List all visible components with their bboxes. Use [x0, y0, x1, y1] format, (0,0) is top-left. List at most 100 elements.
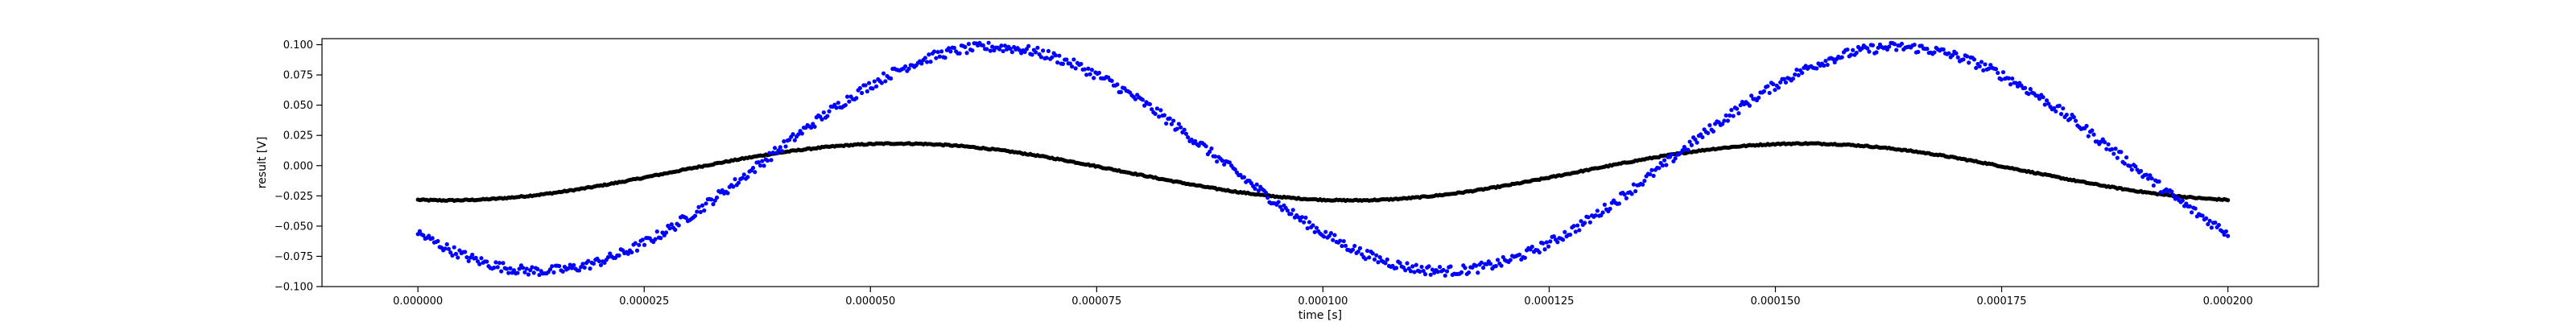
x-tick-label: 0.000100 — [1298, 295, 1348, 308]
data-point — [2086, 134, 2091, 138]
data-point — [1700, 134, 1705, 140]
data-point — [2102, 140, 2107, 145]
data-point — [515, 270, 520, 275]
data-point — [1749, 93, 1754, 98]
data-point — [1254, 182, 1259, 187]
data-point — [1981, 68, 1986, 72]
data-point — [1057, 53, 1062, 58]
data-point — [1476, 270, 1480, 275]
data-point — [736, 180, 741, 185]
data-point — [2169, 189, 2174, 194]
data-point — [1689, 142, 1694, 147]
data-point — [928, 60, 933, 64]
data-point — [1722, 118, 1727, 123]
data-point — [1403, 268, 1408, 273]
data-point — [700, 203, 705, 208]
data-point — [1256, 188, 1261, 193]
data-point — [1053, 53, 1058, 58]
data-point — [1189, 137, 1194, 142]
data-point — [1495, 258, 1501, 262]
data-point — [1253, 186, 1257, 191]
data-point — [676, 223, 681, 228]
x-tick-label: 0.000000 — [393, 295, 443, 308]
data-point — [819, 117, 824, 122]
data-point — [1651, 173, 1656, 178]
data-point — [762, 163, 766, 168]
data-point — [952, 45, 956, 51]
data-point — [526, 272, 531, 277]
y-tick-label: 0.000 — [283, 160, 313, 172]
data-point — [2073, 118, 2079, 123]
data-point — [2022, 85, 2028, 90]
data-point — [2193, 206, 2198, 211]
data-point — [673, 227, 678, 233]
data-point — [1731, 114, 1736, 118]
data-point — [446, 246, 452, 251]
data-point — [633, 241, 638, 246]
data-point — [714, 195, 720, 200]
data-point — [1657, 166, 1662, 171]
x-tick-label: 0.000050 — [845, 295, 895, 308]
data-point — [1587, 220, 1592, 225]
data-point — [1693, 137, 1698, 142]
data-point — [1771, 81, 1776, 87]
data-point — [772, 146, 778, 151]
data-point — [1541, 241, 1546, 246]
data-point — [1738, 103, 1743, 108]
data-point — [1542, 247, 1547, 252]
data-point — [925, 60, 930, 64]
data-point — [1038, 55, 1043, 60]
data-point — [1633, 188, 1638, 194]
data-point — [598, 262, 604, 267]
data-point — [557, 263, 562, 269]
data-point — [2187, 204, 2192, 208]
data-point — [1227, 160, 1232, 165]
data-point — [1374, 253, 1379, 258]
data-point — [1573, 229, 1578, 234]
data-point — [568, 262, 572, 267]
data-point — [1203, 144, 1208, 149]
data-point — [1321, 234, 1327, 239]
data-point — [1220, 158, 1225, 163]
data-point — [2068, 116, 2073, 122]
data-point — [2037, 97, 2042, 101]
data-point — [1854, 51, 1859, 56]
data-point — [1092, 76, 1096, 80]
data-point — [1479, 260, 1484, 265]
data-point — [1767, 90, 1772, 96]
data-point — [1290, 208, 1295, 213]
data-point — [572, 262, 576, 267]
data-point — [1925, 47, 1930, 52]
data-point — [1421, 268, 1426, 274]
data-point — [767, 151, 772, 155]
data-point — [779, 149, 785, 154]
data-point — [464, 254, 469, 260]
data-point — [1067, 61, 1072, 66]
data-point — [1412, 270, 1417, 275]
x-tick-label: 0.000175 — [1977, 295, 2027, 308]
data-point — [1996, 70, 2000, 76]
data-point — [642, 242, 647, 247]
data-point — [1070, 64, 1075, 69]
data-point — [1608, 206, 1612, 211]
data-point — [1323, 229, 1328, 234]
data-point — [2149, 176, 2154, 181]
data-point — [444, 242, 449, 247]
data-point — [1499, 263, 1504, 268]
data-point — [1157, 114, 1162, 119]
data-point — [1041, 48, 1046, 53]
data-point — [1977, 64, 1982, 69]
data-point — [2057, 103, 2062, 108]
data-point — [2044, 98, 2050, 103]
data-point — [566, 266, 571, 270]
data-point — [1794, 68, 1799, 72]
data-point — [1215, 159, 1220, 164]
data-point — [1899, 41, 1905, 46]
data-point — [1182, 127, 1187, 132]
data-point — [2091, 132, 2096, 137]
data-point — [2061, 106, 2066, 111]
data-point — [1241, 175, 1247, 180]
data-point — [1212, 154, 1218, 159]
data-point — [2200, 213, 2205, 218]
data-point — [1422, 272, 1428, 277]
